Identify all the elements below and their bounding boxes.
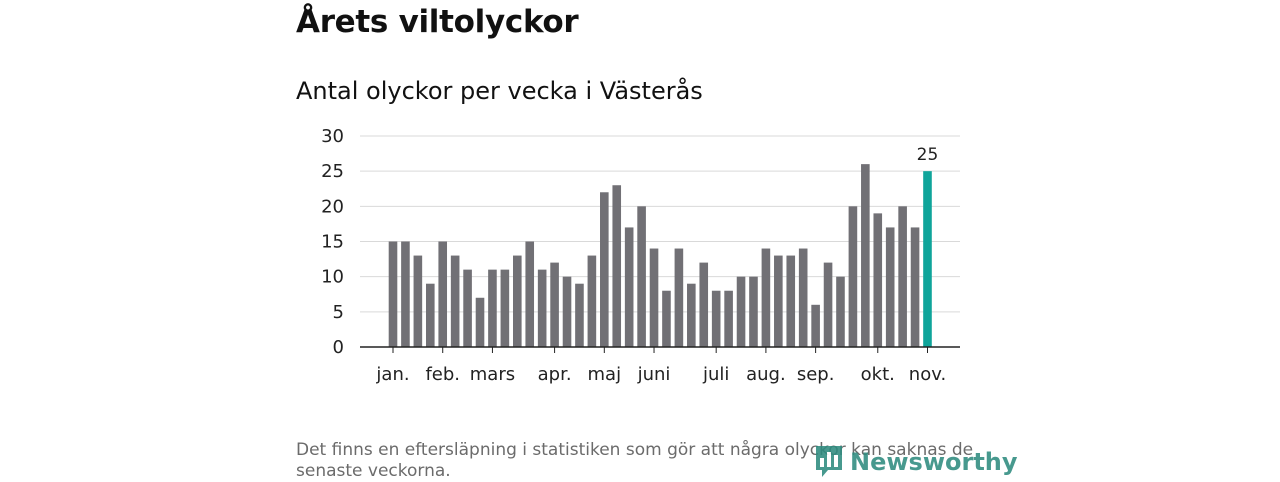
bar (562, 276, 572, 347)
x-tick-label: aug. (746, 364, 786, 385)
bar (500, 269, 510, 347)
footnote: Det finns en eftersläpning i statistiken… (296, 440, 974, 481)
y-tick-label: 25 (321, 161, 344, 182)
bar (475, 297, 485, 347)
y-tick-label: 20 (321, 196, 344, 217)
bar (550, 262, 559, 347)
newsworthy-logo-icon (816, 446, 842, 477)
bar (624, 227, 634, 347)
x-tick-label: juli (702, 364, 729, 385)
bar (513, 255, 522, 347)
bar (525, 241, 535, 347)
chart-subtitle: Antal olyckor per vecka i Västerås (296, 77, 703, 105)
x-tick-label: jan. (375, 364, 409, 385)
bar (885, 227, 895, 347)
x-tick-label: okt. (861, 364, 895, 385)
bar (898, 206, 907, 347)
bar (836, 276, 845, 347)
bar (450, 255, 460, 347)
bar (575, 283, 584, 347)
bar (699, 262, 709, 347)
bar (687, 283, 696, 347)
bar (401, 241, 410, 347)
bar (736, 276, 746, 347)
newsworthy-logo: Newsworthy (814, 444, 1018, 480)
bar-highlight (923, 171, 932, 347)
x-tick-label: sep. (797, 364, 835, 385)
bar (425, 283, 435, 347)
bar (674, 248, 684, 347)
bar (600, 192, 609, 347)
bar (811, 304, 820, 347)
bar (662, 290, 671, 347)
x-tick-label: mars (470, 364, 515, 385)
y-tick-label: 10 (321, 267, 344, 288)
bar (587, 255, 597, 347)
grid-lines (360, 135, 960, 313)
bars: 25 (388, 145, 939, 347)
bar (774, 255, 783, 347)
bar (798, 248, 808, 347)
chart-title: Årets viltolyckor (296, 4, 579, 40)
y-axis-ticks: 0 5 10 15 20 25 30 (321, 126, 344, 358)
bar (761, 248, 771, 347)
x-axis-ticks: jan. feb. mars apr. maj juni juli aug. sep. okt. n… (360, 346, 960, 385)
bar (823, 262, 833, 347)
bar (388, 241, 398, 347)
bar-value-label: 25 (917, 145, 939, 165)
bar (873, 213, 883, 347)
bar (910, 227, 920, 347)
x-tick-label: nov. (909, 364, 946, 385)
y-tick-label: 0 (333, 337, 344, 358)
bar (413, 255, 423, 347)
bar (637, 206, 646, 347)
bar (488, 269, 497, 347)
y-tick-label: 15 (321, 232, 344, 253)
x-tick-label: feb. (425, 364, 460, 385)
x-tick-label: juni (637, 364, 671, 385)
bar (724, 290, 733, 347)
bar (463, 269, 472, 347)
bar (438, 241, 448, 347)
bar (861, 164, 870, 347)
bar (848, 206, 858, 347)
newsworthy-wordmark: Newsworthy (850, 448, 1018, 476)
bar (749, 276, 758, 347)
bar (537, 269, 547, 347)
bar (649, 248, 659, 347)
bar (786, 255, 796, 347)
x-tick-label: apr. (538, 364, 572, 385)
y-tick-label: 5 (333, 302, 344, 323)
y-tick-label: 30 (321, 126, 344, 147)
x-tick-label: maj (588, 364, 622, 385)
bar (711, 290, 721, 347)
bar (612, 185, 622, 347)
